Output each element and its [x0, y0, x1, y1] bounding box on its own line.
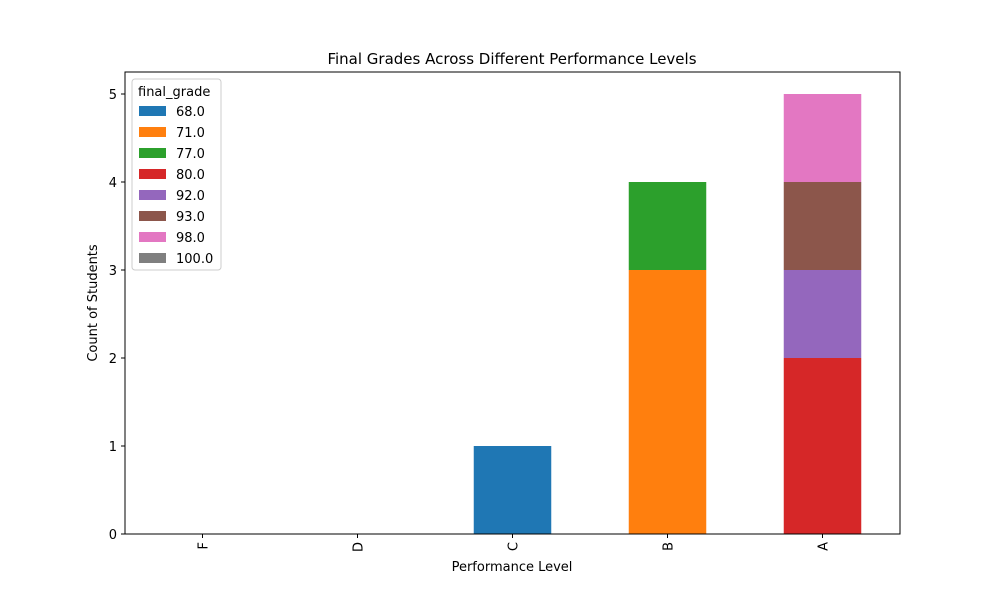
chart-title: Final Grades Across Different Performanc… — [327, 50, 696, 68]
legend-label: 77.0 — [176, 147, 205, 162]
y-tick-label: 2 — [109, 352, 117, 367]
y-axis-title: Count of Students — [86, 244, 101, 362]
y-tick-label: 1 — [109, 440, 117, 455]
x-tick-label: A — [817, 542, 832, 551]
legend-label: 92.0 — [176, 189, 205, 204]
legend-swatch — [139, 148, 166, 158]
legend-label: 80.0 — [176, 168, 205, 183]
bar-B-77.0 — [628, 182, 707, 270]
x-axis-title: Performance Level — [452, 560, 573, 575]
bar-C-68.0 — [473, 446, 552, 534]
legend-swatch — [139, 232, 166, 242]
legend-label: 71.0 — [176, 126, 205, 141]
legend-swatch — [139, 106, 166, 116]
bar-A-93.0 — [783, 182, 862, 270]
bar-B-71.0 — [628, 270, 707, 534]
legend-swatch — [139, 190, 166, 200]
bar-A-92.0 — [783, 270, 862, 358]
legend-label: 68.0 — [176, 105, 205, 120]
legend-label: 100.0 — [176, 252, 213, 267]
legend-swatch — [139, 127, 166, 137]
x-tick-label: C — [507, 542, 522, 551]
legend-swatch — [139, 253, 166, 263]
legend-label: 93.0 — [176, 210, 205, 225]
legend-title: final_grade — [138, 85, 210, 100]
bars-layer — [473, 94, 862, 534]
legend-box — [131, 78, 222, 271]
legend-swatch — [139, 211, 166, 221]
y-tick-label: 0 — [109, 528, 117, 543]
x-tick-label: D — [352, 542, 367, 552]
legend: final_grade 68.0 71.0 77.0 80.0 92.0 93.0 98.0 1… — [131, 78, 222, 271]
y-tick-label: 4 — [109, 176, 117, 191]
x-tick-label: B — [662, 542, 677, 551]
bar-A-80.0 — [783, 358, 862, 534]
y-tick-label: 5 — [109, 88, 117, 103]
x-tick-label: F — [197, 542, 212, 549]
bar-A-98.0 — [783, 94, 862, 182]
legend-swatch — [139, 169, 166, 179]
y-tick-label: 3 — [109, 264, 117, 279]
legend-label: 98.0 — [176, 231, 205, 246]
axes-layer: 0 1 2 3 4 5 F D C B A — [109, 71, 901, 552]
